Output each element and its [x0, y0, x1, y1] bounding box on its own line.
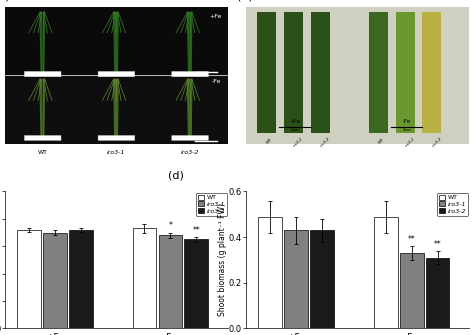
Text: **: ** [434, 240, 441, 249]
Text: (a): (a) [0, 0, 9, 1]
Bar [426, 258, 449, 328]
Text: iro3-1: iro3-1 [404, 137, 416, 148]
Bar [5, 7, 228, 75]
Bar [158, 235, 182, 328]
Bar [374, 216, 398, 328]
Bar [310, 12, 330, 133]
Bar [18, 230, 41, 328]
FancyBboxPatch shape [98, 71, 135, 77]
Text: WT: WT [378, 137, 385, 144]
Text: *: * [168, 221, 173, 230]
Text: iro3-2: iro3-2 [319, 137, 331, 148]
Y-axis label: Shoot biomass (g plant⁻¹ FW): Shoot biomass (g plant⁻¹ FW) [218, 203, 227, 316]
FancyBboxPatch shape [172, 71, 209, 77]
Text: (b): (b) [237, 0, 253, 1]
Legend: WT, iro3-1, iro3-2: WT, iro3-1, iro3-2 [196, 193, 227, 216]
Text: iro3-1: iro3-1 [293, 137, 304, 148]
Bar [257, 12, 276, 133]
Text: WT: WT [38, 150, 48, 155]
Text: iro3-2: iro3-2 [431, 137, 443, 148]
Text: -Fe: -Fe [212, 79, 221, 84]
Bar [396, 12, 415, 133]
Bar [422, 12, 441, 133]
Text: **: ** [192, 226, 200, 235]
Bar [184, 239, 208, 328]
Text: iro3-2: iro3-2 [181, 150, 200, 155]
Legend: WT, iro3-1, iro3-2: WT, iro3-1, iro3-2 [437, 193, 468, 216]
Text: 2cm: 2cm [402, 129, 411, 133]
Bar [400, 253, 424, 328]
FancyBboxPatch shape [98, 135, 135, 140]
Text: (d): (d) [168, 171, 183, 181]
Bar [369, 12, 388, 133]
Bar [284, 12, 303, 133]
Text: -Fe: -Fe [402, 119, 411, 124]
Bar [43, 232, 67, 328]
Text: +Fe: +Fe [290, 119, 301, 124]
FancyBboxPatch shape [172, 135, 209, 140]
FancyBboxPatch shape [24, 71, 61, 77]
Text: **: ** [408, 236, 416, 244]
Bar [284, 230, 308, 328]
Text: 2cm: 2cm [291, 129, 300, 133]
Text: +Fe: +Fe [209, 13, 221, 18]
Bar [258, 216, 283, 328]
Text: iro3-1: iro3-1 [107, 150, 126, 155]
Text: WT: WT [266, 137, 273, 144]
Bar [69, 230, 93, 328]
Bar [5, 75, 228, 144]
Bar [310, 230, 334, 328]
Bar [133, 228, 156, 328]
FancyBboxPatch shape [24, 135, 61, 140]
